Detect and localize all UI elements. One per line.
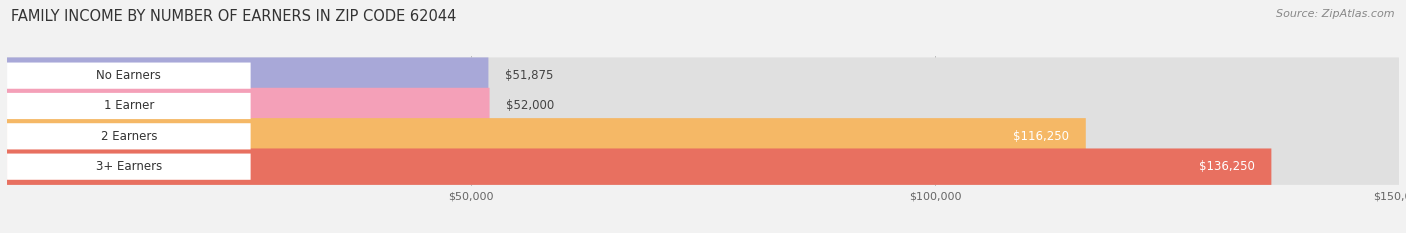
Text: Source: ZipAtlas.com: Source: ZipAtlas.com xyxy=(1277,9,1395,19)
Text: $116,250: $116,250 xyxy=(1014,130,1069,143)
FancyBboxPatch shape xyxy=(7,148,1399,185)
Text: 3+ Earners: 3+ Earners xyxy=(96,160,162,173)
FancyBboxPatch shape xyxy=(7,88,489,124)
FancyBboxPatch shape xyxy=(7,148,1271,185)
Text: $52,000: $52,000 xyxy=(506,99,554,113)
Text: 1 Earner: 1 Earner xyxy=(104,99,155,113)
FancyBboxPatch shape xyxy=(7,123,250,149)
FancyBboxPatch shape xyxy=(7,118,1085,154)
FancyBboxPatch shape xyxy=(7,88,1399,124)
FancyBboxPatch shape xyxy=(7,62,250,89)
FancyBboxPatch shape xyxy=(7,93,250,119)
FancyBboxPatch shape xyxy=(7,58,488,94)
Text: $51,875: $51,875 xyxy=(505,69,554,82)
Text: FAMILY INCOME BY NUMBER OF EARNERS IN ZIP CODE 62044: FAMILY INCOME BY NUMBER OF EARNERS IN ZI… xyxy=(11,9,457,24)
FancyBboxPatch shape xyxy=(7,154,250,180)
Text: $136,250: $136,250 xyxy=(1199,160,1254,173)
Text: 2 Earners: 2 Earners xyxy=(101,130,157,143)
FancyBboxPatch shape xyxy=(7,58,1399,94)
Text: No Earners: No Earners xyxy=(97,69,162,82)
FancyBboxPatch shape xyxy=(7,118,1399,154)
